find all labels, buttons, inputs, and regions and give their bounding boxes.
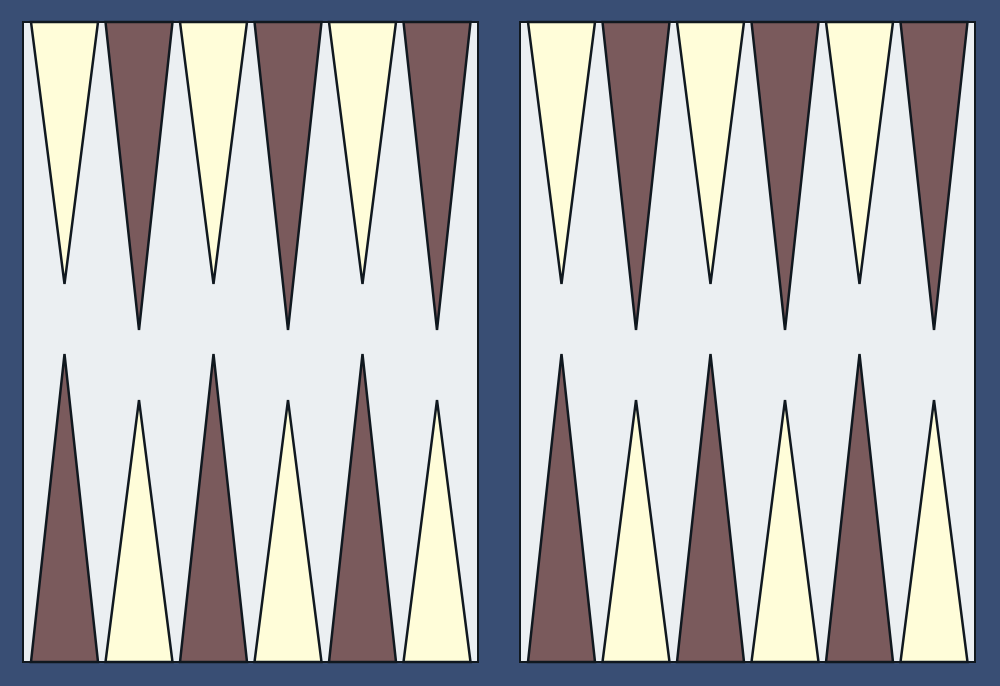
playing-field bbox=[22, 21, 479, 663]
right-half bbox=[519, 20, 976, 664]
playing-field bbox=[519, 21, 976, 663]
board-halves bbox=[22, 20, 976, 664]
playing-field-border bbox=[519, 21, 976, 663]
playing-field-border bbox=[22, 21, 479, 663]
left-half bbox=[22, 20, 479, 664]
